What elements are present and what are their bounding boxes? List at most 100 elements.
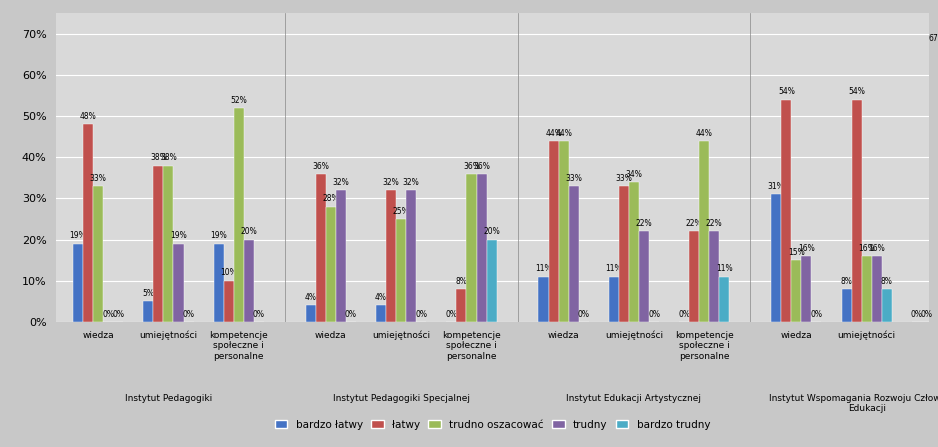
Bar bbox=[709, 232, 719, 322]
Text: 0%: 0% bbox=[921, 310, 933, 319]
Bar bbox=[336, 190, 346, 322]
Text: 54%: 54% bbox=[848, 88, 865, 97]
Bar bbox=[538, 277, 549, 322]
Text: 8%: 8% bbox=[840, 277, 853, 286]
Text: 8%: 8% bbox=[456, 277, 467, 286]
Bar bbox=[466, 174, 477, 322]
Bar bbox=[689, 232, 699, 322]
Text: 36%: 36% bbox=[463, 161, 480, 170]
Text: 15%: 15% bbox=[788, 248, 805, 257]
Bar bbox=[792, 260, 801, 322]
Text: 19%: 19% bbox=[170, 232, 187, 240]
Text: Instytut Pedagogiki Specjalnej: Instytut Pedagogiki Specjalnej bbox=[333, 394, 470, 403]
Bar bbox=[93, 186, 103, 322]
Text: 33%: 33% bbox=[615, 174, 632, 183]
Bar bbox=[154, 165, 163, 322]
Bar bbox=[244, 240, 254, 322]
Bar bbox=[568, 186, 579, 322]
Bar bbox=[214, 244, 224, 322]
Text: 32%: 32% bbox=[333, 178, 349, 187]
Text: 67%: 67% bbox=[929, 34, 938, 43]
Text: 5%: 5% bbox=[143, 289, 155, 298]
Text: 22%: 22% bbox=[636, 219, 652, 228]
Text: 38%: 38% bbox=[160, 153, 177, 162]
Bar bbox=[396, 219, 406, 322]
Text: 10%: 10% bbox=[220, 269, 237, 278]
Text: 16%: 16% bbox=[798, 244, 815, 253]
Text: 16%: 16% bbox=[869, 244, 885, 253]
Bar bbox=[386, 190, 396, 322]
Text: 0%: 0% bbox=[253, 310, 265, 319]
Bar bbox=[882, 289, 892, 322]
Text: 44%: 44% bbox=[545, 129, 562, 138]
Text: 20%: 20% bbox=[483, 228, 500, 236]
Text: 4%: 4% bbox=[305, 293, 317, 302]
Text: 4%: 4% bbox=[375, 293, 387, 302]
Bar bbox=[83, 124, 93, 322]
Bar bbox=[549, 141, 559, 322]
Text: 34%: 34% bbox=[626, 170, 643, 179]
Text: 32%: 32% bbox=[383, 178, 400, 187]
Bar bbox=[316, 174, 325, 322]
Text: 0%: 0% bbox=[446, 310, 458, 319]
Bar bbox=[144, 301, 154, 322]
Text: 54%: 54% bbox=[778, 88, 794, 97]
Text: 11%: 11% bbox=[606, 264, 622, 273]
Text: 36%: 36% bbox=[473, 161, 490, 170]
Text: 0%: 0% bbox=[345, 310, 357, 319]
Text: 0%: 0% bbox=[810, 310, 823, 319]
Text: 0%: 0% bbox=[648, 310, 660, 319]
Bar bbox=[406, 190, 416, 322]
Text: 0%: 0% bbox=[183, 310, 194, 319]
Bar bbox=[628, 182, 639, 322]
Text: 20%: 20% bbox=[240, 228, 257, 236]
Text: 22%: 22% bbox=[706, 219, 722, 228]
Text: 0%: 0% bbox=[113, 310, 124, 319]
Text: 0%: 0% bbox=[911, 310, 923, 319]
Legend: bardzo łatwy, łatwy, trudno oszacować, trudny, bardzo trudny: bardzo łatwy, łatwy, trudno oszacować, t… bbox=[275, 420, 710, 430]
Bar bbox=[174, 244, 184, 322]
Bar bbox=[699, 141, 709, 322]
Text: 52%: 52% bbox=[231, 96, 247, 105]
Text: 0%: 0% bbox=[102, 310, 114, 319]
Text: 0%: 0% bbox=[578, 310, 590, 319]
Bar bbox=[559, 141, 568, 322]
Bar bbox=[457, 289, 466, 322]
Bar bbox=[234, 108, 244, 322]
Bar bbox=[852, 100, 862, 322]
Text: 36%: 36% bbox=[312, 161, 329, 170]
Text: 31%: 31% bbox=[768, 182, 784, 191]
Bar bbox=[841, 289, 852, 322]
Bar bbox=[619, 186, 628, 322]
Text: Instytut Pedagogiki: Instytut Pedagogiki bbox=[125, 394, 212, 403]
Text: 19%: 19% bbox=[69, 232, 86, 240]
Text: 38%: 38% bbox=[150, 153, 167, 162]
Bar bbox=[801, 256, 811, 322]
Bar bbox=[932, 46, 938, 322]
Text: 16%: 16% bbox=[858, 244, 875, 253]
Bar bbox=[306, 305, 316, 322]
Text: 25%: 25% bbox=[393, 207, 410, 216]
Bar bbox=[376, 305, 386, 322]
Text: 33%: 33% bbox=[90, 174, 107, 183]
Text: 32%: 32% bbox=[402, 178, 419, 187]
Bar bbox=[477, 174, 487, 322]
Bar bbox=[609, 277, 619, 322]
Text: 0%: 0% bbox=[416, 310, 428, 319]
Bar bbox=[73, 244, 83, 322]
Bar bbox=[771, 194, 781, 322]
Text: 8%: 8% bbox=[881, 277, 893, 286]
Text: 22%: 22% bbox=[686, 219, 703, 228]
Bar bbox=[719, 277, 730, 322]
Text: 11%: 11% bbox=[716, 264, 733, 273]
Text: Instytut Edukacji Artystycznej: Instytut Edukacji Artystycznej bbox=[567, 394, 702, 403]
Text: 44%: 44% bbox=[555, 129, 572, 138]
Bar bbox=[871, 256, 882, 322]
Bar bbox=[781, 100, 792, 322]
Text: Instytut Wspomagania Rozwoju Człowieka i
Edukacji: Instytut Wspomagania Rozwoju Człowieka i… bbox=[768, 394, 938, 413]
Bar bbox=[487, 240, 496, 322]
Text: 0%: 0% bbox=[678, 310, 690, 319]
Bar bbox=[862, 256, 871, 322]
Bar bbox=[163, 165, 174, 322]
Text: 28%: 28% bbox=[323, 194, 340, 203]
